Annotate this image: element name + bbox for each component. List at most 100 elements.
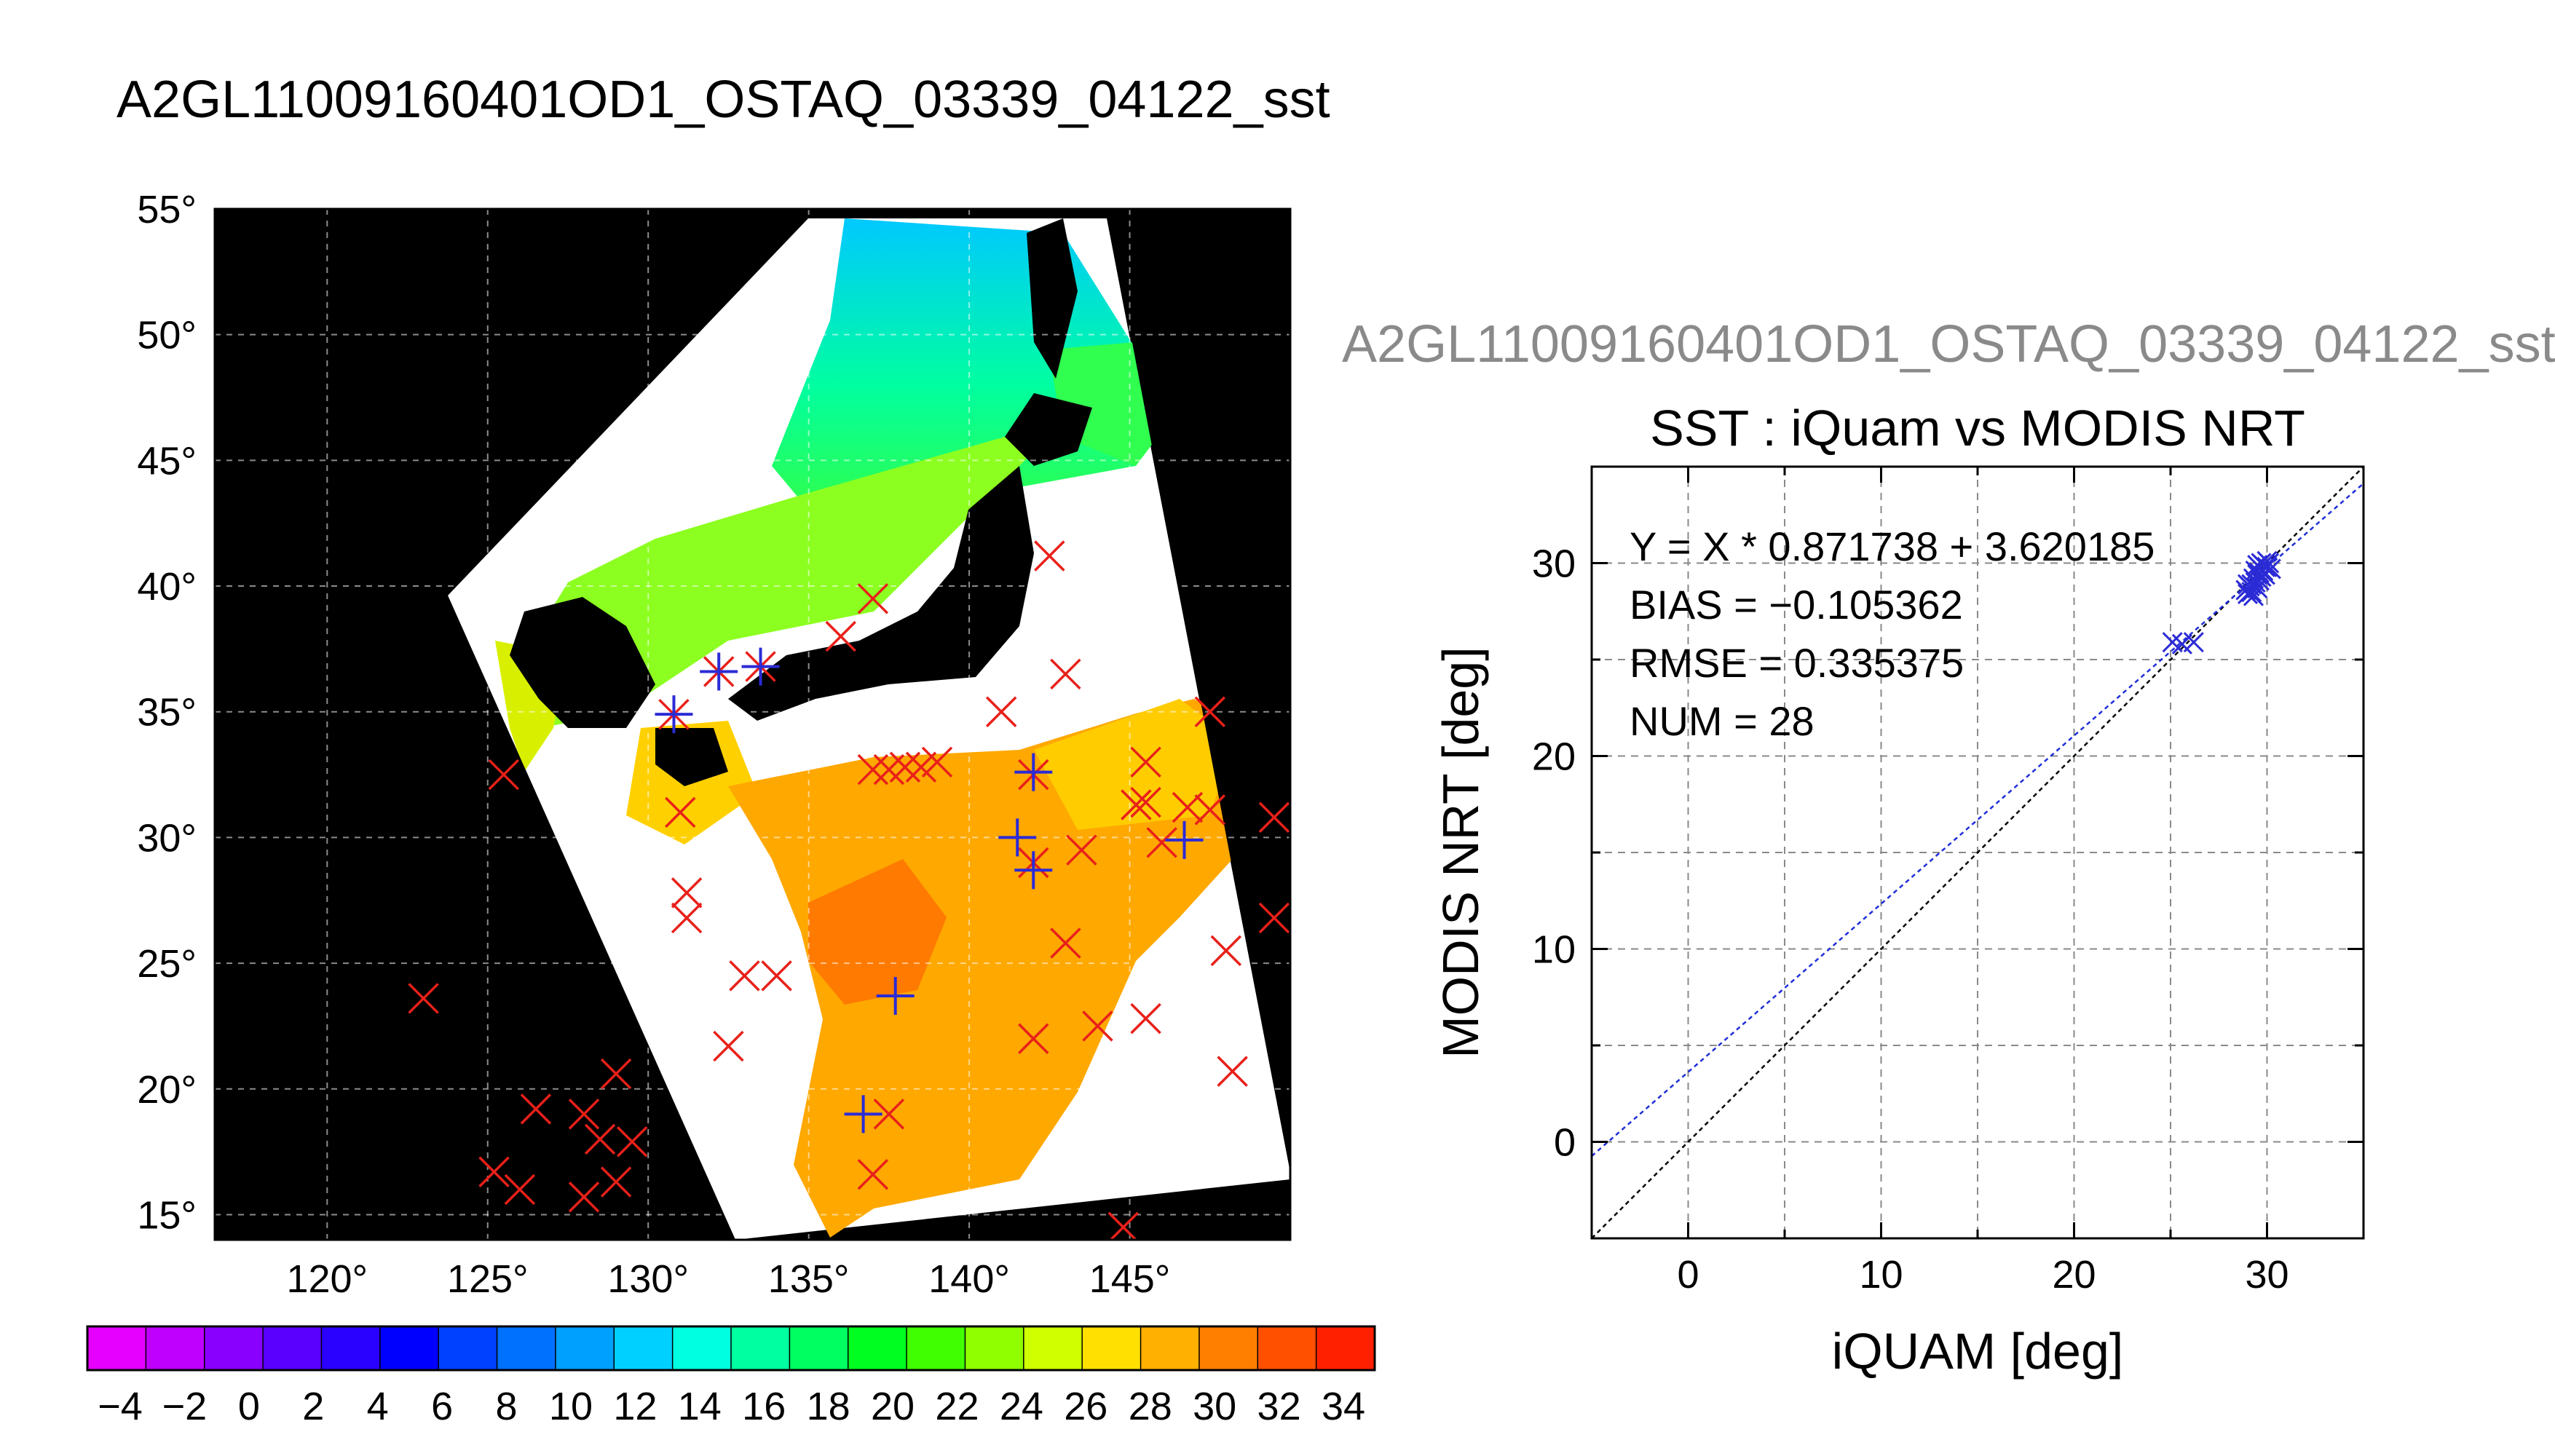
sst-sea-of-japan xyxy=(510,408,1078,728)
kyushu-land xyxy=(655,728,728,786)
matchup-x-marker xyxy=(1130,746,1161,778)
matchup-x-marker xyxy=(665,796,696,828)
matchup-x-marker xyxy=(889,751,921,783)
matchup-x-marker xyxy=(1146,827,1177,858)
lat-tick-label: 15° xyxy=(137,1193,197,1237)
matchup-plus-marker xyxy=(741,647,780,686)
regression-line xyxy=(1592,483,2364,1158)
matchup-x-marker xyxy=(671,877,703,909)
scatter-points xyxy=(2162,550,2281,654)
matchup-x-marker xyxy=(1217,1056,1248,1087)
num-stat: NUM = 28 xyxy=(1630,698,1814,744)
matchup-plus-marker xyxy=(876,976,915,1015)
matchup-plus-marker xyxy=(1165,820,1204,859)
colorbar-tick-label: 4 xyxy=(367,1385,389,1428)
colorbar-cell xyxy=(672,1326,732,1370)
matchup-x-marker xyxy=(729,960,760,992)
lat-tick-label: 25° xyxy=(137,942,197,986)
colorbar-tick-label: 16 xyxy=(742,1385,786,1428)
colorbar-cell xyxy=(1257,1326,1317,1370)
scatter-y-tick-label: 30 xyxy=(1532,542,1576,586)
matchup-x-marker xyxy=(985,696,1017,727)
matchup-x-marker xyxy=(761,960,792,992)
sst-east-yellow xyxy=(1034,699,1238,830)
scatter-x-tick-label: 20 xyxy=(2052,1253,2096,1297)
colorbar-tick-label: 2 xyxy=(302,1385,324,1428)
matchup-plus-marker xyxy=(998,818,1037,857)
colorbar-tick-label: 8 xyxy=(496,1385,518,1428)
sst-pacific-warm xyxy=(728,699,1252,1238)
matchup-x-marker xyxy=(1018,1023,1049,1054)
matchup-x-marker xyxy=(825,620,856,652)
matchup-x-marker xyxy=(1210,935,1242,967)
matchup-plus-marker xyxy=(844,1095,882,1133)
colorbar-cell xyxy=(789,1326,849,1370)
lon-tick-label: 125° xyxy=(447,1257,529,1301)
matchup-x-marker xyxy=(1050,658,1081,690)
matchup-x-marker xyxy=(600,1166,632,1198)
matchup-x-marker xyxy=(1034,540,1065,571)
colorbar-cell xyxy=(965,1326,1024,1370)
matchup-x-marker xyxy=(584,1123,616,1155)
scatter-axis-ticks: 0 10 20 30 0 10 20 30 xyxy=(1532,465,2365,1297)
matchup-x-marker xyxy=(488,759,520,791)
scatter-grid xyxy=(1592,467,2364,1238)
matchup-x-marker xyxy=(568,1182,600,1213)
korea-land xyxy=(510,597,655,728)
scatter-reference-lines xyxy=(1592,467,2364,1238)
colorbar-cell xyxy=(614,1326,674,1370)
lon-tick-label: 140° xyxy=(928,1257,1010,1301)
colorbar-cell xyxy=(555,1326,615,1370)
colorbar-tick-label: 24 xyxy=(1000,1385,1043,1428)
colorbar-cell xyxy=(1082,1326,1142,1370)
identity-line xyxy=(1592,467,2364,1238)
colorbar-cell xyxy=(379,1326,439,1370)
colorbar-tick-label: 10 xyxy=(549,1385,593,1428)
colorbar-cell xyxy=(87,1326,146,1370)
lat-tick-label: 55° xyxy=(137,188,197,232)
scatter-header-title: A2GL11009160401OD1_OSTAQ_03339_04122_sst xyxy=(1342,315,2555,373)
matchup-x-marker xyxy=(408,983,439,1014)
matchup-x-marker xyxy=(1194,794,1226,826)
colorbar-cell xyxy=(1316,1326,1375,1370)
outside-swath-east xyxy=(1107,209,1290,1172)
sst-colorbar: −4 −2 0 2 4 6 8 10 12 14 16 18 20 22 24 26 28 30 32 34 xyxy=(86,1325,1376,1428)
scatter-y-tick-label: 0 xyxy=(1554,1121,1576,1165)
lon-tick-label: 145° xyxy=(1089,1257,1171,1301)
lat-tick-label: 40° xyxy=(137,565,197,609)
scatter-title: SST : iQuam vs MODIS NRT xyxy=(1650,400,2305,456)
colorbar-tick-label: 20 xyxy=(871,1385,915,1428)
lat-tick-label: 45° xyxy=(137,439,197,483)
sst-map-panel: 55° 50° 45° 40° 35° 30° 25° 20° 15° 120° 125° 130°… xyxy=(137,188,1292,1301)
colorbar-tick-label: 22 xyxy=(935,1385,979,1428)
matchup-x-marker xyxy=(600,1058,632,1090)
regression-equation: Y = X * 0.871738 + 3.620185 xyxy=(1630,523,2155,569)
matchup-x-marker xyxy=(1121,789,1152,820)
matchup-x-marker xyxy=(1130,786,1161,818)
colorbar-cell xyxy=(263,1326,322,1370)
lat-tick-label: 20° xyxy=(137,1068,197,1112)
colorbar-frame xyxy=(86,1325,1376,1372)
matchup-x-marker xyxy=(857,583,889,614)
colorbar-tick-label: 12 xyxy=(613,1385,657,1428)
matchup-x-marker xyxy=(1194,696,1226,727)
colorbar-cell xyxy=(1140,1326,1200,1370)
scatter-x-tick-label: 30 xyxy=(2245,1253,2289,1297)
matchup-plus-marker xyxy=(1014,851,1053,890)
bias-stat: BIAS = −0.105362 xyxy=(1630,582,1963,628)
matchup-x-marker xyxy=(520,1093,552,1125)
matchup-x-marker xyxy=(1082,1010,1113,1042)
matchup-plus-marker xyxy=(655,695,693,734)
colorbar-cell xyxy=(1023,1326,1083,1370)
matchup-x-marker xyxy=(1107,1211,1139,1240)
colorbar-tick-label: 32 xyxy=(1257,1385,1301,1428)
colorbar-cell xyxy=(146,1326,205,1370)
matchup-plus-marker xyxy=(1014,753,1053,791)
sakhalin-land xyxy=(1027,218,1078,379)
colorbar-tick-label: 6 xyxy=(431,1385,453,1428)
scatter-plot-panel: SST : iQuam vs MODIS NRT 0 10 20 300102030 … xyxy=(1432,400,2365,1380)
matchup-x-marker xyxy=(857,753,889,786)
sst-pacific-hot xyxy=(808,859,947,1005)
colorbar-cell xyxy=(848,1326,907,1370)
